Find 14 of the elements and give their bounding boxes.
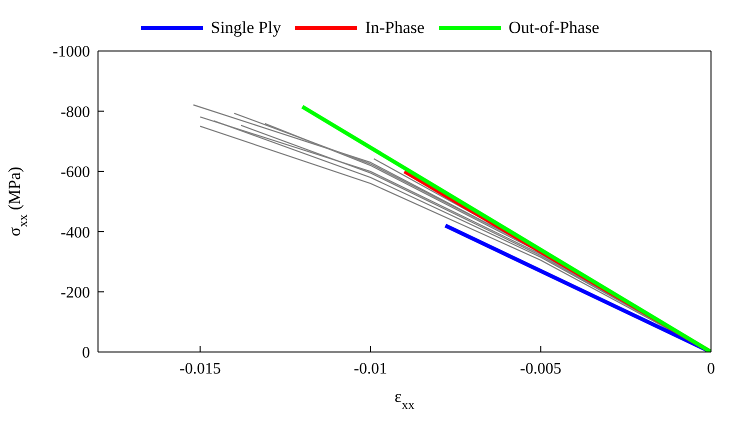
x-tick-label: -0.005 [520,360,562,378]
legend-label: In-Phase [365,18,425,38]
y-tick-label: -200 [60,284,90,302]
legend-label: Out-of-Phase [508,18,600,38]
y-tick-label: -600 [60,164,90,182]
y-tick-label: -400 [60,224,90,242]
x-tick-label: -0.015 [180,360,221,378]
y-tick-label: -1000 [52,44,90,61]
y-tick-label: -800 [60,104,90,121]
x-tick-label: -0.01 [354,360,388,378]
x-axis-title: ε$_{xx}$ [394,387,416,412]
x-tick-label: 0 [707,360,715,378]
legend-label: Single Ply [210,18,282,38]
y-tick-label: 0 [82,344,90,362]
